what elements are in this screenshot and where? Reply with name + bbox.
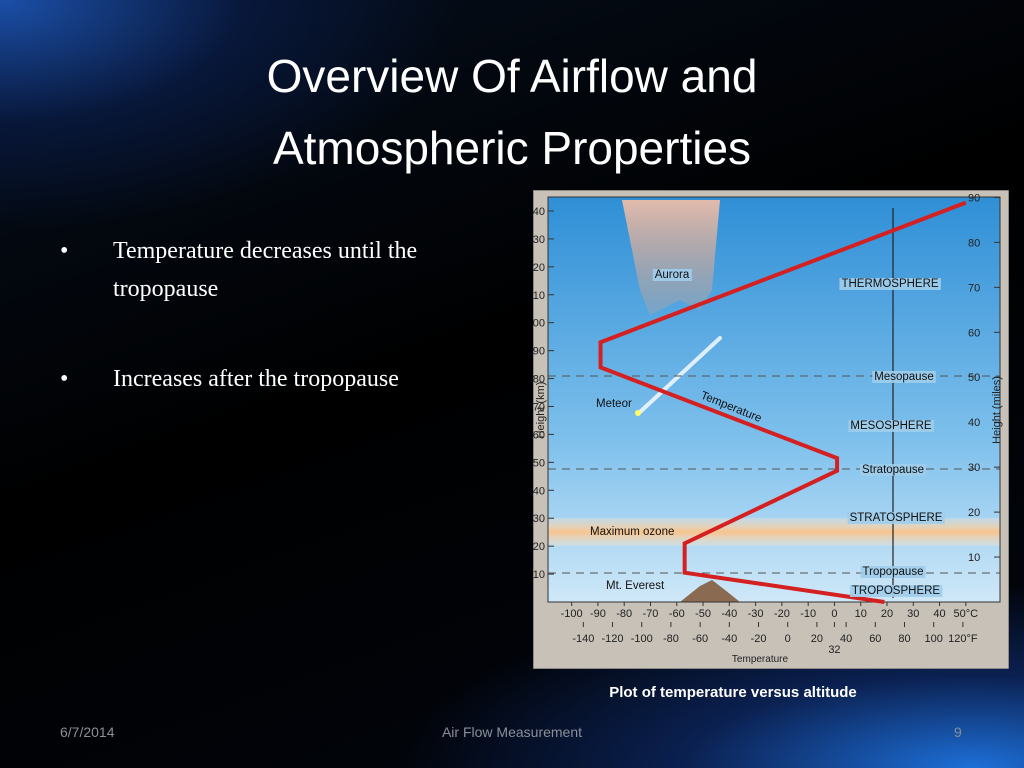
- x-tick-label: -50: [695, 608, 711, 620]
- x-tick-label: -20: [774, 608, 790, 620]
- figure-caption: Plot of temperature versus altitude: [609, 684, 857, 701]
- y-tick-label: 50: [533, 457, 545, 469]
- y-tick-label: 20: [533, 541, 545, 553]
- aurora: [622, 200, 720, 315]
- x-tick-label: 40: [933, 608, 945, 620]
- annotation: STRATOSPHERE: [850, 512, 943, 524]
- y-tick-label: 70: [533, 401, 545, 413]
- annotation-bg: [847, 512, 945, 524]
- x-tick-label: 30: [907, 608, 919, 620]
- temperature-line: [598, 200, 967, 604]
- annotation: Aurora: [655, 269, 690, 281]
- meteor-head: [635, 410, 641, 416]
- annotation: Stratopause: [862, 464, 924, 476]
- x2-tick-label: -140: [572, 633, 594, 645]
- y-tick-label: 110: [533, 290, 545, 302]
- y2-tick-label: 80: [968, 237, 980, 249]
- x-tick-label: -60: [669, 608, 685, 620]
- y2-tick-label: 30: [968, 462, 980, 474]
- y-tick-label: 100: [533, 318, 545, 330]
- annotation-bg: [839, 278, 941, 290]
- x-axis-label: Temperature: [732, 654, 789, 665]
- y2-tick-label: 50: [968, 372, 980, 384]
- footer-date: 6/7/2014: [60, 724, 115, 740]
- slide-title: Atmospheric Properties: [272, 122, 752, 174]
- annotation-bg: [849, 585, 943, 597]
- x2-tick-label: -120: [602, 633, 624, 645]
- x2-tick-label: -60: [692, 633, 708, 645]
- annotation-bg: [872, 371, 936, 383]
- annotation-bg: [848, 420, 934, 432]
- page-number: 9: [954, 724, 962, 740]
- x-tick-label: -10: [800, 608, 816, 620]
- x2-tick-label: 0: [785, 633, 791, 645]
- x2-tick-label: -40: [721, 633, 737, 645]
- annotation: Mesopause: [874, 371, 933, 383]
- meteor: [638, 336, 722, 414]
- x-tick-label: 50°C: [954, 608, 979, 620]
- y-tick-label: 60: [533, 429, 545, 441]
- y-tick-label: 140: [533, 206, 545, 218]
- x-tick-label: 0: [831, 608, 837, 620]
- bullet-dot: •: [60, 366, 69, 392]
- annotation: Tropopause: [863, 566, 924, 578]
- x-tick-label: -90: [590, 608, 606, 620]
- y-tick-label: 120: [533, 262, 545, 274]
- x2-tick-label: 100: [925, 633, 943, 645]
- annotation: Mt. Everest: [606, 580, 665, 592]
- annotation-bg: [860, 566, 926, 578]
- x2-tick-label: 40: [840, 633, 852, 645]
- y2-axis-label: Height (miles): [991, 376, 1003, 444]
- y2-tick-label: 70: [968, 282, 980, 294]
- x-tick-label: 20: [881, 608, 893, 620]
- slide-title: Overview Of Airflow and: [266, 50, 758, 102]
- x2-tick-label: 60: [869, 633, 881, 645]
- y2-tick-label: 20: [968, 507, 980, 519]
- y-tick-label: 90: [533, 346, 545, 358]
- x-tick-label: 10: [855, 608, 867, 620]
- plot-border: [547, 196, 1001, 603]
- y-tick-label: 10: [533, 569, 545, 581]
- y-axis-label: Height (km): [535, 382, 547, 439]
- x2-tick-label: -80: [663, 633, 679, 645]
- figure: 1020304050607080901001101201301401020304…: [533, 190, 1009, 669]
- y2-tick-label: 60: [968, 327, 980, 339]
- x2-tick-label: 20: [811, 633, 823, 645]
- x2-tick-label: -20: [751, 633, 767, 645]
- annotation-bg: [652, 269, 692, 281]
- y-tick-label: 40: [533, 485, 545, 497]
- y2-tick-label: 40: [968, 417, 980, 429]
- mountain: [680, 580, 740, 602]
- y-tick-label: 30: [533, 513, 545, 525]
- x-tick-label: -30: [748, 608, 764, 620]
- x-tick-label: -100: [561, 608, 583, 620]
- annotation: Meteor: [596, 398, 632, 410]
- bullet-text: Increases after the tropopause: [113, 366, 399, 392]
- annotation: THERMOSPHERE: [841, 278, 938, 290]
- x-tick-label: -70: [643, 608, 659, 620]
- footer-text: Air Flow Measurement: [441, 724, 583, 740]
- y2-tick-label: 10: [968, 552, 980, 564]
- x2-tick-label: 32: [828, 644, 840, 656]
- annotation: TROPOSPHERE: [852, 585, 941, 597]
- annotation-bg: [859, 464, 927, 476]
- x2-tick-label: -100: [631, 633, 653, 645]
- y2-tick-label: 90: [968, 192, 980, 204]
- y-tick-label: 80: [533, 374, 545, 386]
- x-tick-label: -40: [721, 608, 737, 620]
- y-tick-label: 130: [533, 234, 545, 246]
- bullet-dot: •: [60, 238, 69, 264]
- annotation: MESOSPHERE: [850, 420, 931, 432]
- bullet-text: Temperature decreases until the tropopau…: [113, 238, 418, 302]
- annotation: Maximum ozone: [590, 526, 674, 538]
- x-tick-label: -80: [616, 608, 632, 620]
- x2-tick-label: 120°F: [948, 633, 978, 645]
- x2-tick-label: 80: [898, 633, 910, 645]
